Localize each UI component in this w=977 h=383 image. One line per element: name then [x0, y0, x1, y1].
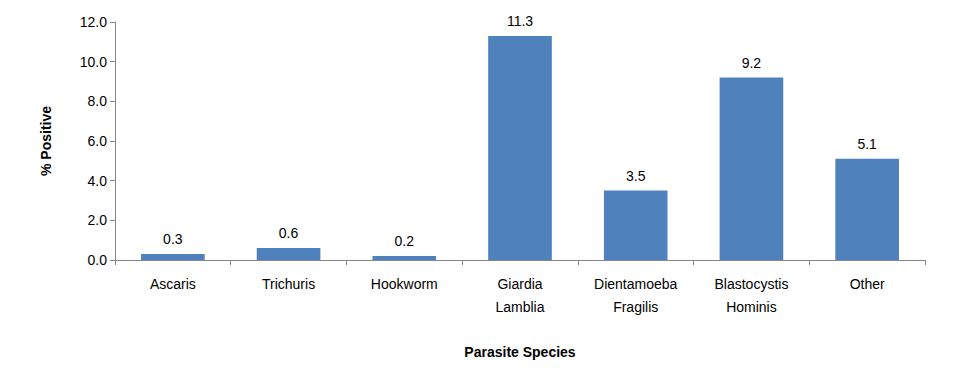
- svg-text:2.0: 2.0: [88, 212, 108, 228]
- svg-text:4.0: 4.0: [88, 173, 108, 189]
- svg-text:0.6: 0.6: [279, 225, 299, 241]
- svg-text:Other: Other: [850, 276, 885, 292]
- svg-text:9.2: 9.2: [742, 55, 762, 71]
- svg-text:0.2: 0.2: [395, 233, 415, 249]
- svg-text:0.0: 0.0: [88, 252, 108, 268]
- svg-text:5.1: 5.1: [857, 136, 877, 152]
- svg-text:Blastocystis: Blastocystis: [714, 276, 788, 292]
- svg-text:10.0: 10.0: [80, 54, 107, 70]
- svg-text:Lamblia: Lamblia: [495, 299, 544, 315]
- svg-text:0.3: 0.3: [163, 231, 183, 247]
- svg-text:Dientamoeba: Dientamoeba: [594, 276, 677, 292]
- svg-text:Ascaris: Ascaris: [150, 276, 196, 292]
- svg-text:6.0: 6.0: [88, 133, 108, 149]
- svg-text:Giardia: Giardia: [497, 276, 542, 292]
- svg-text:8.0: 8.0: [88, 93, 108, 109]
- svg-text:12.0: 12.0: [80, 14, 107, 30]
- svg-text:Hominis: Hominis: [726, 299, 777, 315]
- svg-text:% Positive: % Positive: [38, 106, 54, 176]
- svg-text:Parasite Species: Parasite Species: [464, 344, 576, 360]
- svg-text:Trichuris: Trichuris: [262, 276, 315, 292]
- svg-text:Hookworm: Hookworm: [371, 276, 438, 292]
- svg-text:Fragilis: Fragilis: [613, 299, 658, 315]
- svg-text:3.5: 3.5: [626, 168, 646, 184]
- svg-text:11.3: 11.3: [507, 13, 533, 29]
